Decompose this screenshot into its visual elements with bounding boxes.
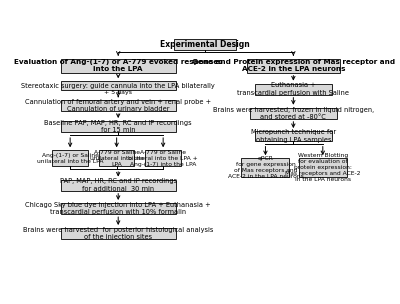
- Text: Euthanasia +
transcardial perfusion with Saline: Euthanasia + transcardial perfusion with…: [237, 82, 349, 96]
- FancyBboxPatch shape: [247, 59, 340, 73]
- FancyBboxPatch shape: [61, 121, 176, 132]
- Text: Brains were harvested  for posterior histological analysis
of the injection site: Brains were harvested for posterior hist…: [23, 227, 213, 240]
- Text: Cannulation of femoral artery and vein + renal probe +
Cannulation of urinary bl: Cannulation of femoral artery and vein +…: [25, 99, 211, 112]
- FancyBboxPatch shape: [299, 158, 347, 177]
- FancyBboxPatch shape: [255, 84, 332, 95]
- FancyBboxPatch shape: [99, 150, 134, 166]
- FancyBboxPatch shape: [52, 150, 88, 166]
- Text: Baseline PAP, MAP, HR, RC and IP recordings
for 15 min: Baseline PAP, MAP, HR, RC and IP recordi…: [44, 120, 192, 133]
- Text: Western Blotting
for evaluation of
protein expression:
Mas receptors and ACE-2
i: Western Blotting for evaluation of prote…: [285, 153, 360, 182]
- Text: Stereotaxic surgery: guide cannula into the LPA bilaterally: Stereotaxic surgery: guide cannula into …: [21, 83, 215, 89]
- Text: Micropunch technique for
obtaining LPA samples: Micropunch technique for obtaining LPA s…: [251, 129, 336, 143]
- FancyBboxPatch shape: [61, 59, 176, 73]
- FancyBboxPatch shape: [255, 131, 332, 141]
- Text: A-779 or Saline
bilateral into the LPA +
Ang-(1-7) into the LPA: A-779 or Saline bilateral into the LPA +…: [128, 150, 198, 167]
- FancyBboxPatch shape: [61, 203, 176, 214]
- Text: Evaluation of Ang-(1-7) or A-779 evoked responses
into the LPA: Evaluation of Ang-(1-7) or A-779 evoked …: [14, 59, 222, 72]
- FancyBboxPatch shape: [145, 150, 181, 166]
- Text: Gene and Protein expression of Mas receptor and
ACE-2 in the LPA neurons: Gene and Protein expression of Mas recep…: [192, 59, 395, 72]
- Text: Brains were harvested, frozen in liquid nitrogen,
and stored at -80°C: Brains were harvested, frozen in liquid …: [213, 106, 374, 120]
- FancyBboxPatch shape: [61, 81, 176, 90]
- Text: qPCR
for gene expression
of Mas receptors and
ACE-2 in the LPA neurons: qPCR for gene expression of Mas receptor…: [228, 156, 303, 179]
- FancyBboxPatch shape: [242, 158, 290, 177]
- FancyBboxPatch shape: [174, 39, 236, 50]
- Text: Ang-(1-7) or Saline
unilateral into the LPA: Ang-(1-7) or Saline unilateral into the …: [37, 153, 103, 164]
- Text: Experimental Design: Experimental Design: [160, 40, 250, 49]
- Text: + 5 days: + 5 days: [104, 90, 132, 95]
- FancyBboxPatch shape: [61, 179, 176, 191]
- FancyBboxPatch shape: [61, 100, 176, 111]
- Text: A-779 or Saline
unilateral into the
LPA: A-779 or Saline unilateral into the LPA: [90, 150, 144, 167]
- FancyBboxPatch shape: [61, 228, 176, 239]
- Text: PAP, MAP, HR, RC and IP recordings
for additional  30 min: PAP, MAP, HR, RC and IP recordings for a…: [60, 178, 177, 192]
- FancyBboxPatch shape: [250, 108, 337, 119]
- Text: Chicago Sky blue dye injection into LPA + Euthanasia +
transcardial perfusion wi: Chicago Sky blue dye injection into LPA …: [25, 202, 211, 215]
